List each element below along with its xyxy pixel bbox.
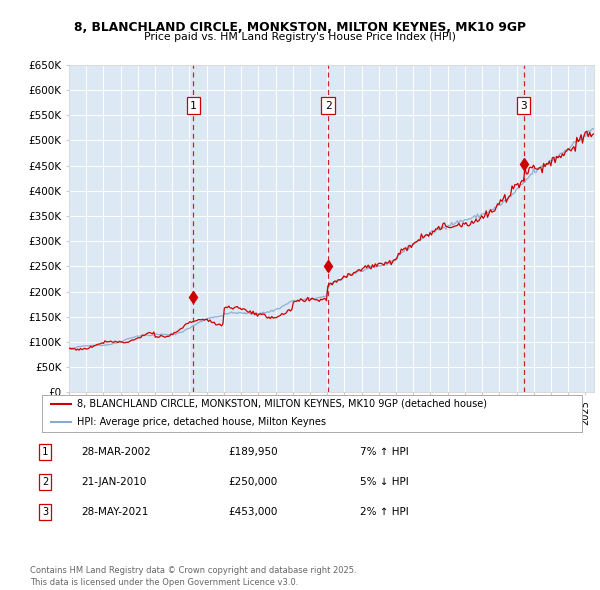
Text: 5% ↓ HPI: 5% ↓ HPI (360, 477, 409, 487)
Text: 1: 1 (42, 447, 48, 457)
Text: 2% ↑ HPI: 2% ↑ HPI (360, 507, 409, 517)
Text: Price paid vs. HM Land Registry's House Price Index (HPI): Price paid vs. HM Land Registry's House … (144, 32, 456, 42)
Text: 8, BLANCHLAND CIRCLE, MONKSTON, MILTON KEYNES, MK10 9GP: 8, BLANCHLAND CIRCLE, MONKSTON, MILTON K… (74, 21, 526, 34)
Text: £453,000: £453,000 (228, 507, 277, 517)
Text: 3: 3 (42, 507, 48, 517)
Text: HPI: Average price, detached house, Milton Keynes: HPI: Average price, detached house, Milt… (77, 417, 326, 427)
Text: £250,000: £250,000 (228, 477, 277, 487)
Text: 2: 2 (42, 477, 48, 487)
Text: 28-MAR-2002: 28-MAR-2002 (81, 447, 151, 457)
Text: 2: 2 (325, 101, 331, 111)
Text: 1: 1 (190, 101, 197, 111)
Text: 28-MAY-2021: 28-MAY-2021 (81, 507, 148, 517)
Text: Contains HM Land Registry data © Crown copyright and database right 2025.
This d: Contains HM Land Registry data © Crown c… (30, 566, 356, 587)
Text: 3: 3 (520, 101, 527, 111)
Text: £189,950: £189,950 (228, 447, 278, 457)
Text: 8, BLANCHLAND CIRCLE, MONKSTON, MILTON KEYNES, MK10 9GP (detached house): 8, BLANCHLAND CIRCLE, MONKSTON, MILTON K… (77, 399, 487, 409)
Text: 21-JAN-2010: 21-JAN-2010 (81, 477, 146, 487)
Text: 7% ↑ HPI: 7% ↑ HPI (360, 447, 409, 457)
